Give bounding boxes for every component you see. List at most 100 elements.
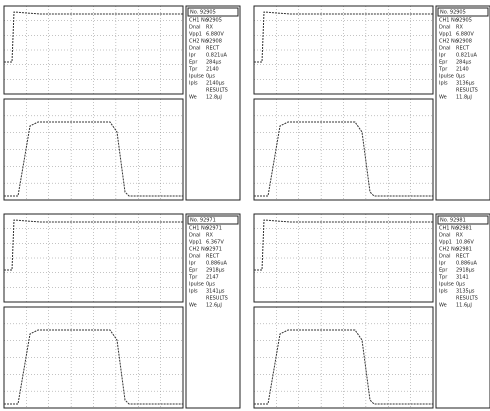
row-value: 6.367V <box>206 240 224 246</box>
row-value: 2140µs <box>206 81 225 87</box>
row-label: Ipr <box>189 261 197 267</box>
row-label: Epr <box>189 60 198 66</box>
row-label: Tpr <box>438 275 448 281</box>
row-value: 92908 <box>206 39 222 45</box>
row-label: We <box>439 303 447 309</box>
row-value: RX <box>456 25 463 31</box>
row-label: Epr <box>439 60 448 66</box>
row-label: Dnal <box>189 25 200 31</box>
row-value: RECT <box>206 254 220 260</box>
row-value: 92971 <box>206 226 222 232</box>
row-value: RESULTS <box>456 296 478 302</box>
plot-frame <box>254 214 433 302</box>
row-value: RESULTS <box>206 296 228 302</box>
row-value: 3136µs <box>456 81 475 87</box>
row-label: Tpr <box>188 67 198 73</box>
row-value: 12.8µJ <box>206 95 222 101</box>
row-value: 0µs <box>456 282 465 288</box>
row-value: 284µs <box>456 60 472 66</box>
row-label: Vpp1 <box>189 240 202 246</box>
row-label: Ipulse <box>189 282 204 288</box>
row-label: CH2 No <box>439 39 458 45</box>
row-value: 92981 <box>456 226 472 232</box>
row-value: 3141 <box>456 275 469 281</box>
row-label: Ipls <box>439 289 448 295</box>
row-value: RECT <box>456 254 470 260</box>
row-value: 11.8µJ <box>456 95 472 101</box>
row-label: CH2 No <box>189 247 208 253</box>
row-value: 3135µs <box>456 289 475 295</box>
row-value: RX <box>456 233 463 239</box>
row-label: Ipulse <box>439 282 454 288</box>
row-value: 284µs <box>206 60 222 66</box>
row-label: Tpr <box>188 275 198 281</box>
row-value: RECT <box>456 46 470 52</box>
row-label: Dnal <box>439 254 450 260</box>
row-value: 11.6µJ <box>456 303 472 309</box>
row-value: 0.886uA <box>206 261 227 267</box>
row-value: 2918µs <box>456 268 475 274</box>
plot-frame <box>4 214 183 302</box>
row-label: Vpp1 <box>439 240 452 246</box>
row-label: Dnal <box>189 254 200 260</box>
row-label: Dnal <box>439 25 450 31</box>
header: No. 92971 <box>190 218 216 224</box>
row-label: Vpp1 <box>439 32 452 38</box>
plot-frame <box>254 6 433 94</box>
row-value: 2140 <box>456 67 469 73</box>
row-label: Epr <box>189 268 198 274</box>
row-label: Dnal <box>439 233 450 239</box>
header: No. 92905 <box>440 10 466 16</box>
header: No. 92981 <box>440 218 466 224</box>
row-label: CH2 No <box>189 39 208 45</box>
row-value: 0µs <box>206 282 215 288</box>
row-value: 0.821uA <box>206 53 227 59</box>
row-label: Dnal <box>439 46 450 52</box>
row-label: CH1 No <box>189 226 208 232</box>
row-value: 10.86V <box>456 240 474 246</box>
header: No. 92905 <box>190 10 216 16</box>
row-value: 0.821uA <box>456 53 477 59</box>
row-label: Epr <box>439 268 448 274</box>
row-value: 92971 <box>206 247 222 253</box>
row-value: RESULTS <box>206 88 228 94</box>
row-value: 2918µs <box>206 268 225 274</box>
plot-frame <box>4 6 183 94</box>
row-value: 0µs <box>206 74 215 80</box>
screenshot: No. 92905CH1 No92905DnalRXVpp16.880VCH2 … <box>0 0 490 411</box>
row-label: Ipls <box>189 289 198 295</box>
row-label: Vpp1 <box>189 32 202 38</box>
row-value: 0.886uA <box>456 261 477 267</box>
row-value: RX <box>206 233 213 239</box>
row-value: RX <box>206 25 213 31</box>
row-value: 2147 <box>206 275 219 281</box>
row-value: 3141µs <box>206 289 225 295</box>
row-label: CH1 No <box>439 18 458 24</box>
row-label: We <box>189 303 197 309</box>
row-label: CH1 No <box>439 226 458 232</box>
row-value: 92981 <box>456 247 472 253</box>
row-label: We <box>189 95 197 101</box>
row-label: Dnal <box>189 46 200 52</box>
row-label: Ipr <box>439 261 447 267</box>
row-value: 6.880V <box>456 32 474 38</box>
row-value: RECT <box>206 46 220 52</box>
row-label: Dnal <box>189 233 200 239</box>
row-label: Tpr <box>438 67 448 73</box>
row-label: Ipulse <box>439 74 454 80</box>
row-label: CH2 No <box>439 247 458 253</box>
row-label: CH1 No <box>189 18 208 24</box>
row-value: RESULTS <box>456 88 478 94</box>
row-label: Ipr <box>189 53 197 59</box>
row-value: 0µs <box>456 74 465 80</box>
row-label: We <box>439 95 447 101</box>
row-label: Ipulse <box>189 74 204 80</box>
row-label: Ipr <box>439 53 447 59</box>
row-value: 2140 <box>206 67 219 73</box>
row-value: 6.880V <box>206 32 224 38</box>
row-value: 12.6µJ <box>206 303 222 309</box>
row-label: Ipls <box>189 81 198 87</box>
